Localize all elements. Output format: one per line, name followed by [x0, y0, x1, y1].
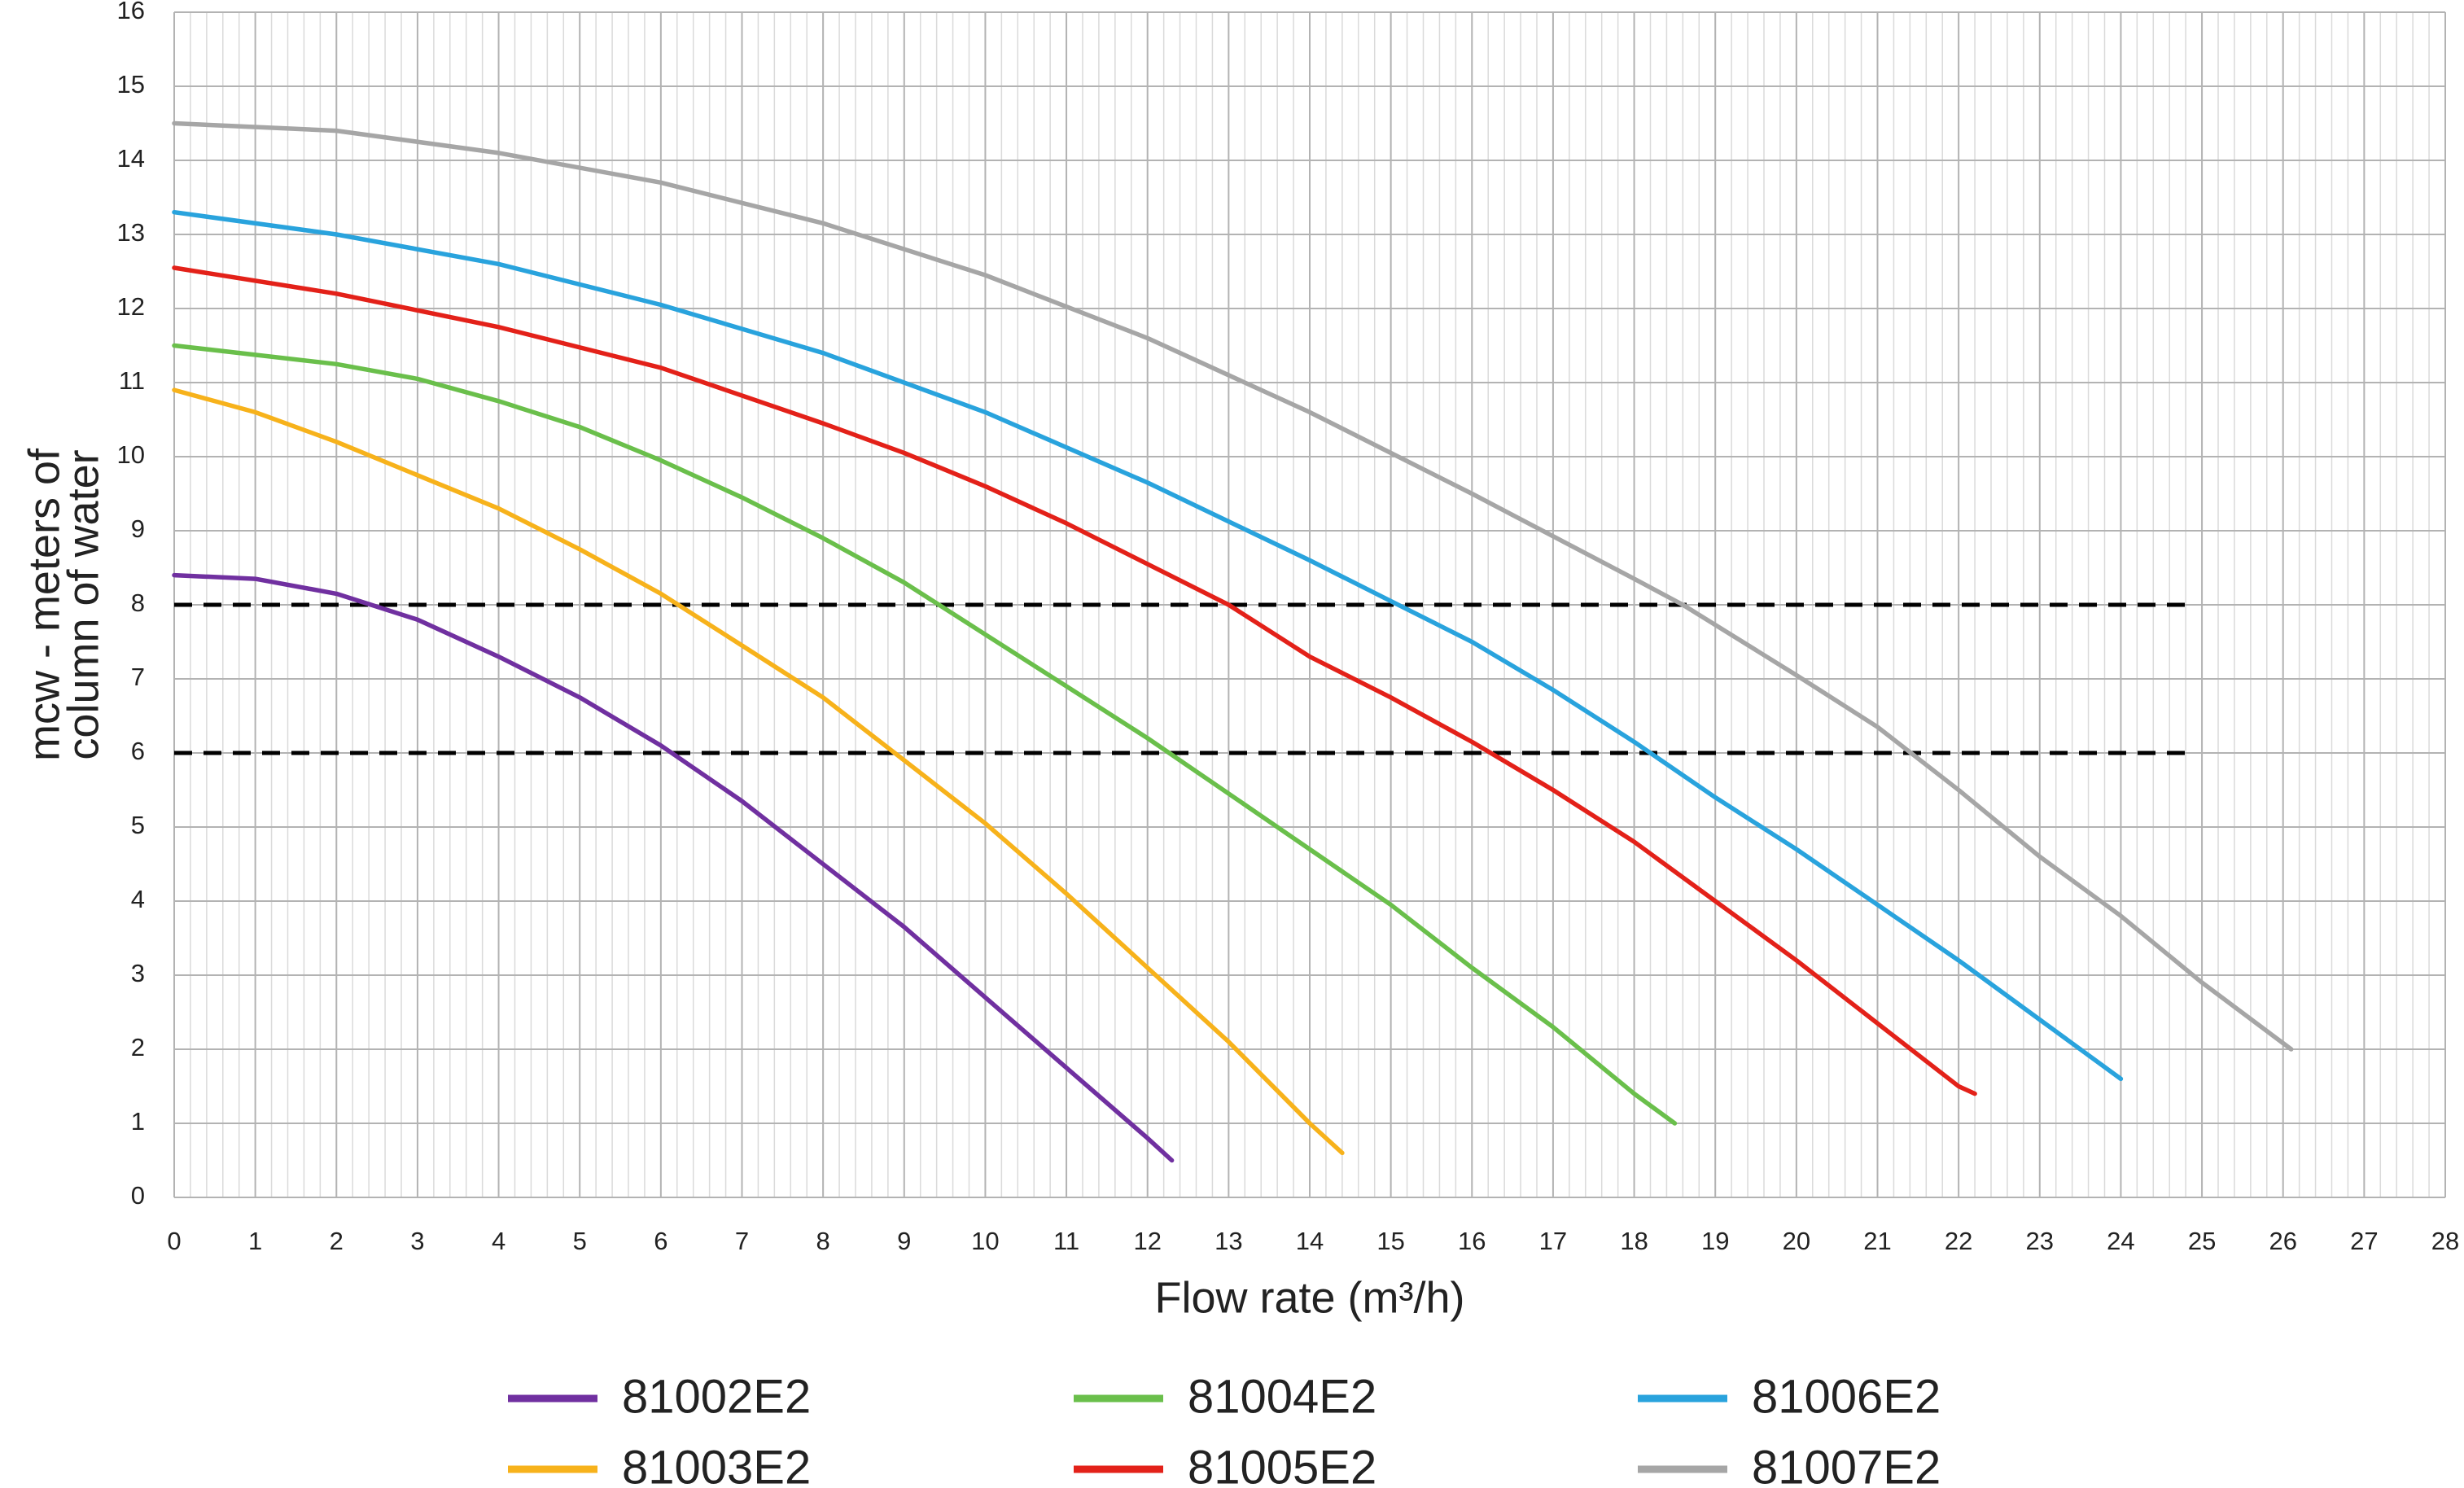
- x-tick-label: 14: [1296, 1227, 1324, 1255]
- legend-label: 81002E2: [622, 1370, 811, 1423]
- x-tick-label: 7: [735, 1227, 749, 1255]
- y-tick-label: 9: [131, 514, 145, 543]
- y-tick-label: 1: [131, 1107, 145, 1136]
- y-tick-label: 8: [131, 589, 145, 617]
- x-tick-label: 5: [573, 1227, 587, 1255]
- y-tick-label: 15: [117, 70, 145, 98]
- y-tick-label: 10: [117, 440, 145, 469]
- x-tick-label: 3: [410, 1227, 424, 1255]
- legend-label: 81004E2: [1188, 1370, 1376, 1423]
- x-axis-title: Flow rate (m³/h): [1154, 1273, 1464, 1322]
- legend: 81002E2 81003E2 81004E2 81005E2 81006E2 81007…: [508, 1370, 1941, 1488]
- x-tick-label: 1: [248, 1227, 262, 1255]
- x-tick-label: 12: [1133, 1227, 1161, 1255]
- legend-label: 81007E2: [1752, 1441, 1941, 1488]
- legend-label: 81003E2: [622, 1441, 811, 1488]
- y-tick-label: 0: [131, 1181, 145, 1210]
- x-tick-label: 11: [1053, 1227, 1079, 1255]
- y-tick-label: 12: [117, 292, 145, 321]
- x-tick-label: 22: [1945, 1227, 1972, 1255]
- x-tick-label: 8: [816, 1227, 830, 1255]
- x-tick-label: 15: [1376, 1227, 1404, 1255]
- y-tick-label: 2: [131, 1033, 145, 1061]
- y-tick-label: 6: [131, 737, 145, 765]
- y-tick-label: 7: [131, 663, 145, 691]
- x-tick-label: 0: [167, 1227, 181, 1255]
- x-tick-label: 26: [2269, 1227, 2296, 1255]
- x-tick-label: 17: [1539, 1227, 1567, 1255]
- y-tick-label: 16: [117, 0, 145, 24]
- x-tick-label: 9: [897, 1227, 911, 1255]
- x-tick-label: 10: [971, 1227, 999, 1255]
- legend-label: 81006E2: [1752, 1370, 1941, 1423]
- x-tick-label: 28: [2431, 1227, 2459, 1255]
- x-tick-label: 23: [2026, 1227, 2054, 1255]
- y-tick-label: 4: [131, 885, 145, 913]
- x-tick-label: 20: [1783, 1227, 1810, 1255]
- y-tick-label: 14: [117, 144, 145, 173]
- plot: [172, 120, 2294, 1163]
- x-tick-label: 24: [2107, 1227, 2134, 1255]
- y-tick-label: 13: [117, 218, 145, 247]
- series-line: [172, 120, 2294, 1052]
- y-axis-title: mcw - meters of: [20, 448, 68, 761]
- x-tick-label: 16: [1458, 1227, 1486, 1255]
- series-line: [172, 209, 2124, 1082]
- x-tick-label: 25: [2188, 1227, 2216, 1255]
- x-tick-label: 6: [654, 1227, 667, 1255]
- x-tick-label: 13: [1214, 1227, 1242, 1255]
- y-axis-title: column of water: [59, 449, 107, 759]
- x-tick-label: 19: [1701, 1227, 1729, 1255]
- legend-label: 81005E2: [1188, 1441, 1376, 1488]
- x-tick-label: 27: [2350, 1227, 2378, 1255]
- x-tick-label: 21: [1863, 1227, 1891, 1255]
- series-line: [172, 343, 1678, 1126]
- series-line: [172, 265, 1977, 1096]
- y-tick-label: 5: [131, 811, 145, 839]
- x-tick-label: 18: [1620, 1227, 1648, 1255]
- x-tick-label: 4: [492, 1227, 505, 1255]
- series-line: [172, 572, 1175, 1163]
- series-line: [172, 387, 1345, 1156]
- y-tick-label: 3: [131, 959, 145, 987]
- y-tick-label: 11: [119, 366, 145, 395]
- x-tick-label: 2: [330, 1227, 344, 1255]
